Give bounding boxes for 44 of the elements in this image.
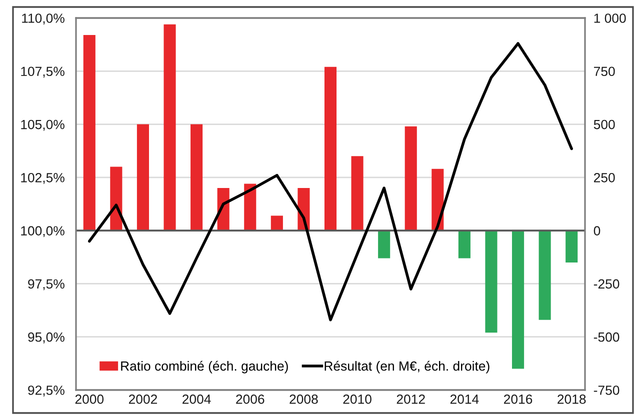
y2-tick-label: 250: [594, 172, 615, 182]
legend-label: Résultat (en M€, éch. droite): [324, 360, 490, 374]
line-series: [88, 42, 573, 322]
bar: [512, 230, 524, 369]
y2-tick-label: -750: [594, 386, 620, 395]
x-tick-label: 2010: [343, 394, 372, 404]
bar: [351, 156, 364, 231]
y-tick-label: 95,0%: [28, 332, 64, 344]
x-tick-label: 2008: [290, 394, 318, 404]
y-tick-label: 92,5%: [28, 386, 64, 396]
legend-label: Ratio combiné (éch. gauche): [121, 360, 288, 374]
x-tick-label: 2014: [450, 394, 479, 404]
x-tick-label: 2018: [558, 394, 586, 404]
bar: [270, 216, 283, 231]
bar: [458, 230, 470, 258]
bar: [378, 230, 390, 258]
x-tick-label: 2004: [182, 394, 211, 404]
y-tick-label: 110,0%: [22, 14, 64, 24]
bar: [404, 126, 417, 231]
y2-tick-label: -500: [594, 332, 620, 342]
y-tick-label: 107,5%: [21, 66, 64, 78]
y2-tick-label: 750: [594, 66, 615, 76]
y-tick-label: 100,0%: [21, 226, 64, 238]
bar: [83, 35, 96, 231]
y2-tick-label: -250: [594, 279, 620, 289]
y2-tick-label: 1 000: [594, 14, 626, 23]
x-tick-label: 2016: [504, 394, 532, 404]
bar: [538, 230, 551, 320]
x-tick-label: 2002: [128, 394, 157, 404]
bar: [190, 124, 203, 231]
y2-tick-label: 500: [594, 120, 615, 130]
x-tick-label: 2012: [396, 394, 425, 404]
bar: [244, 184, 256, 231]
x-tick-label: 2006: [236, 394, 264, 404]
bar: [485, 230, 498, 333]
x-tick-label: 2000: [75, 394, 104, 404]
y-tick-label: 105,0%: [21, 120, 64, 131]
bar: [566, 230, 578, 262]
bar: [164, 24, 176, 231]
y-tick-label: 102,5%: [21, 172, 64, 184]
y2-tick-label: 0: [594, 226, 600, 236]
bar: [324, 66, 337, 231]
bar: [136, 124, 149, 231]
y-tick-label: 97,5%: [28, 279, 64, 290]
